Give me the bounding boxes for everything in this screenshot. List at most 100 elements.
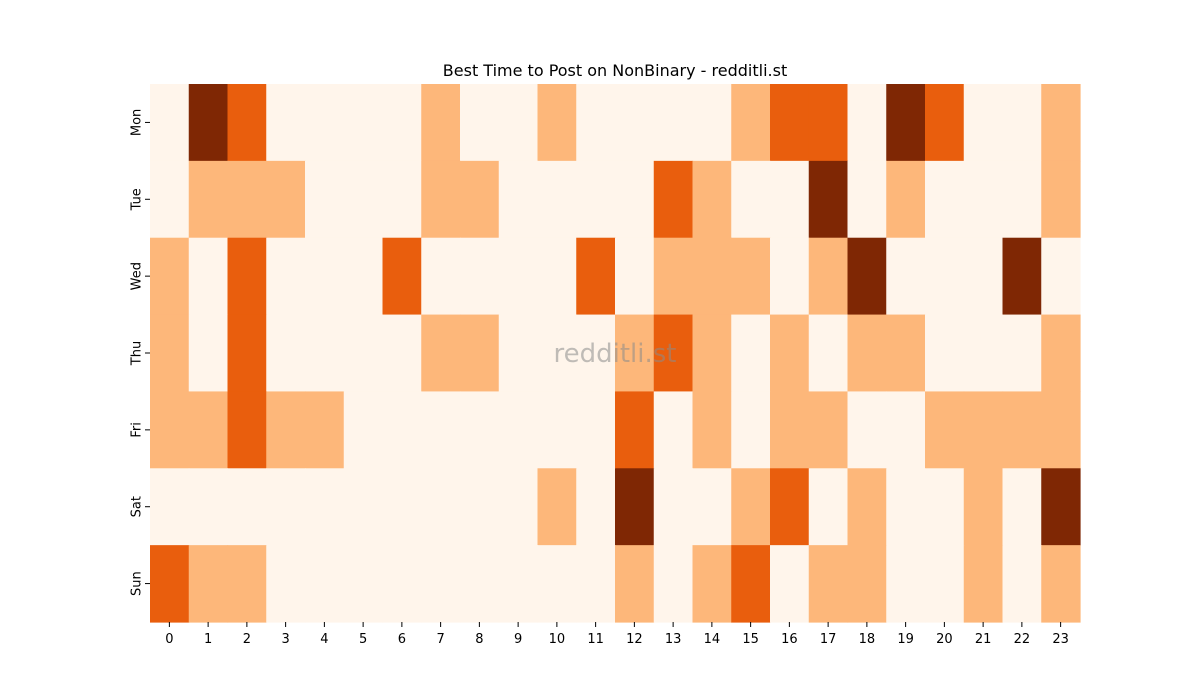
heatmap-cell-mon-11 bbox=[576, 84, 616, 162]
heatmap-cell-tue-5 bbox=[343, 160, 384, 239]
x-tick-label-8: 8 bbox=[475, 632, 483, 647]
heatmap-cell-thu-12 bbox=[615, 314, 655, 393]
heatmap-cell-sat-11 bbox=[576, 468, 616, 546]
heatmap-cell-fri-12 bbox=[615, 391, 655, 469]
heatmap-cell-fri-20 bbox=[925, 391, 965, 469]
heatmap-cell-tue-1 bbox=[188, 160, 229, 239]
heatmap-cell-wed-20 bbox=[925, 237, 965, 316]
heatmap-cell-tue-18 bbox=[847, 160, 887, 239]
heatmap-cell-sun-9 bbox=[498, 545, 539, 623]
heatmap-cell-mon-10 bbox=[537, 84, 577, 162]
heatmap-cell-thu-23 bbox=[1041, 314, 1081, 393]
heatmap-cell-sat-13 bbox=[653, 468, 694, 546]
heatmap-cell-mon-14 bbox=[692, 84, 732, 162]
heatmap-cell-sun-15 bbox=[731, 545, 771, 623]
heatmap-cell-sun-13 bbox=[653, 545, 694, 623]
heatmap-cell-tue-13 bbox=[653, 160, 694, 239]
heatmap-cell-sat-6 bbox=[382, 468, 422, 546]
heatmap-cell-fri-18 bbox=[847, 391, 887, 469]
heatmap-cell-sun-8 bbox=[460, 545, 500, 623]
heatmap-cell-sat-12 bbox=[615, 468, 655, 546]
heatmap-cell-tue-7 bbox=[421, 160, 461, 239]
heatmap-cell-tue-15 bbox=[731, 160, 771, 239]
x-tick-label-22: 22 bbox=[1014, 632, 1031, 647]
x-tick-label-4: 4 bbox=[320, 632, 328, 647]
heatmap-cell-thu-8 bbox=[460, 314, 500, 393]
heatmap-cell-thu-16 bbox=[770, 314, 810, 393]
heatmap-cell-wed-2 bbox=[227, 237, 267, 316]
heatmap-cell-thu-19 bbox=[886, 314, 926, 393]
heatmap-cell-mon-1 bbox=[188, 84, 229, 162]
heatmap-cell-sun-12 bbox=[615, 545, 655, 623]
heatmap-cell-wed-11 bbox=[576, 237, 616, 316]
heatmap-cell-tue-12 bbox=[615, 160, 655, 239]
x-tick-label-11: 11 bbox=[587, 632, 604, 647]
heatmap-cell-tue-8 bbox=[460, 160, 500, 239]
heatmap-cell-thu-21 bbox=[963, 314, 1004, 393]
heatmap-cell-mon-19 bbox=[886, 84, 926, 162]
heatmap-cell-fri-10 bbox=[537, 391, 577, 469]
x-tick-label-15: 15 bbox=[742, 632, 759, 647]
y-tick-label-mon: Mon bbox=[130, 109, 145, 136]
heatmap-cell-fri-21 bbox=[963, 391, 1004, 469]
heatmap-cell-mon-5 bbox=[343, 84, 384, 162]
heatmap-cell-wed-10 bbox=[537, 237, 577, 316]
heatmap-cell-sun-0 bbox=[150, 545, 190, 623]
x-tick-label-23: 23 bbox=[1052, 632, 1069, 647]
x-tick-label-10: 10 bbox=[549, 632, 566, 647]
heatmap-cell-mon-9 bbox=[498, 84, 539, 162]
heatmap-cell-tue-2 bbox=[227, 160, 267, 239]
heatmap-cell-tue-19 bbox=[886, 160, 926, 239]
heatmap-cell-thu-7 bbox=[421, 314, 461, 393]
heatmap-cell-wed-6 bbox=[382, 237, 422, 316]
heatmap-cell-sat-21 bbox=[963, 468, 1004, 546]
x-tick-label-5: 5 bbox=[359, 632, 367, 647]
heatmap-cell-tue-14 bbox=[692, 160, 732, 239]
heatmap-cell-tue-21 bbox=[963, 160, 1004, 239]
x-tick-label-1: 1 bbox=[204, 632, 212, 647]
heatmap-cell-fri-15 bbox=[731, 391, 771, 469]
heatmap-cell-fri-9 bbox=[498, 391, 539, 469]
heatmap-cell-fri-23 bbox=[1041, 391, 1081, 469]
heatmap-cell-sun-18 bbox=[847, 545, 887, 623]
y-tick-label-sun: Sun bbox=[130, 571, 145, 596]
heatmap-cell-sat-19 bbox=[886, 468, 926, 546]
heatmap-cell-wed-22 bbox=[1002, 237, 1042, 316]
heatmap-cell-tue-9 bbox=[498, 160, 539, 239]
heatmap-cell-fri-19 bbox=[886, 391, 926, 469]
heatmap-cell-wed-21 bbox=[963, 237, 1004, 316]
heatmap-cell-mon-22 bbox=[1002, 84, 1042, 162]
x-tick-label-3: 3 bbox=[281, 632, 289, 647]
heatmap-cell-sun-19 bbox=[886, 545, 926, 623]
heatmap-cell-fri-16 bbox=[770, 391, 810, 469]
heatmap-cell-tue-3 bbox=[266, 160, 306, 239]
heatmap-cell-sat-8 bbox=[460, 468, 500, 546]
heatmap-cell-sat-7 bbox=[421, 468, 461, 546]
heatmap-cell-tue-4 bbox=[305, 160, 345, 239]
heatmap-cell-sun-14 bbox=[692, 545, 732, 623]
heatmap-cell-sat-1 bbox=[188, 468, 229, 546]
y-tick-label-tue: Tue bbox=[130, 188, 145, 211]
heatmap-cell-sun-21 bbox=[963, 545, 1004, 623]
heatmap-cell-mon-8 bbox=[460, 84, 500, 162]
heatmap-cell-mon-15 bbox=[731, 84, 771, 162]
heatmap-cell-mon-12 bbox=[615, 84, 655, 162]
x-tick-label-14: 14 bbox=[704, 632, 721, 647]
x-tick-label-20: 20 bbox=[936, 632, 953, 647]
heatmap-cell-sat-3 bbox=[266, 468, 306, 546]
watermark: redditli.st bbox=[554, 339, 677, 369]
heatmap-cell-mon-7 bbox=[421, 84, 461, 162]
heatmap-cell-mon-6 bbox=[382, 84, 422, 162]
heatmap-cell-sat-14 bbox=[692, 468, 732, 546]
heatmap-cell-thu-11 bbox=[576, 314, 616, 393]
heatmap-cell-thu-20 bbox=[925, 314, 965, 393]
heatmap-cell-sat-17 bbox=[808, 468, 849, 546]
heatmap-cell-tue-16 bbox=[770, 160, 810, 239]
heatmap-cell-thu-6 bbox=[382, 314, 422, 393]
heatmap-cell-wed-14 bbox=[692, 237, 732, 316]
x-tick-label-16: 16 bbox=[781, 632, 798, 647]
heatmap-cell-wed-3 bbox=[266, 237, 306, 316]
x-tick-label-7: 7 bbox=[436, 632, 444, 647]
heatmap-cell-wed-5 bbox=[343, 237, 384, 316]
